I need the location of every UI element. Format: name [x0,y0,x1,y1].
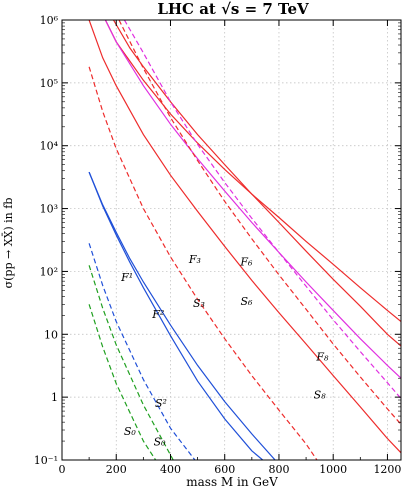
x-tick-label: 200 [106,463,127,476]
y-tick-label: 1 [51,391,58,404]
chart-title: LHC at √s = 7 TeV [157,0,309,18]
curve-label: S₈ [314,389,327,402]
curve-label: F₆ [239,255,253,268]
series-line-s- [88,243,196,460]
y-axis-label: σ(pp → XX̄) in fb [2,198,15,289]
axis-ticks: 0 200 400 600 800 1000 1200 10⁻¹ 1 10 10² 10³ 10⁴ 10⁵… [34,14,402,476]
x-tick-label: 1000 [319,463,347,476]
y-tick-label: 10³ [40,203,58,216]
plot-frame [61,19,402,461]
curve-label: S₀ [124,425,137,438]
x-tick-label: 800 [268,463,289,476]
curve-label: F₃ [188,253,201,266]
curve-label: S² [155,397,167,410]
curve-label: S₆ [240,295,253,308]
y-tick-label: 10⁵ [40,77,58,90]
y-tick-label: 10⁶ [40,14,59,27]
curve-label: F₈ [315,351,329,364]
curve-label: S₀ [154,436,167,449]
grid-lines [62,20,401,460]
x-tick-label: 600 [214,463,235,476]
series-line-s-lower- [88,304,157,460]
series-line-f- [88,20,401,454]
series-line-s- [123,20,401,399]
y-tick-label: 10 [44,328,58,341]
series-line-s- [88,66,318,460]
series-lines [88,20,401,460]
x-tick-label: 1200 [373,463,401,476]
curve-label: F¹ [120,271,133,284]
series-line-s- [118,20,401,425]
x-tick-label: 0 [59,463,66,476]
x-tick-label: 400 [160,463,181,476]
x-axis-label: mass M in GeV [186,475,278,489]
series-line-f-magenta- [104,20,401,379]
curve-label: S₃ [193,297,205,310]
series-line-f- [88,171,276,460]
series-line-f- [88,171,264,460]
curve-label: F² [151,308,164,321]
y-tick-label: 10⁴ [40,140,59,153]
curve-labels: F₃ F₆ S₃ S₆ F₈ S₈ F¹ F² S² S₀ S₀ [120,253,329,448]
y-tick-label: 10² [40,265,58,278]
y-tick-label: 10⁻¹ [34,454,58,467]
series-line-f- [112,20,401,347]
